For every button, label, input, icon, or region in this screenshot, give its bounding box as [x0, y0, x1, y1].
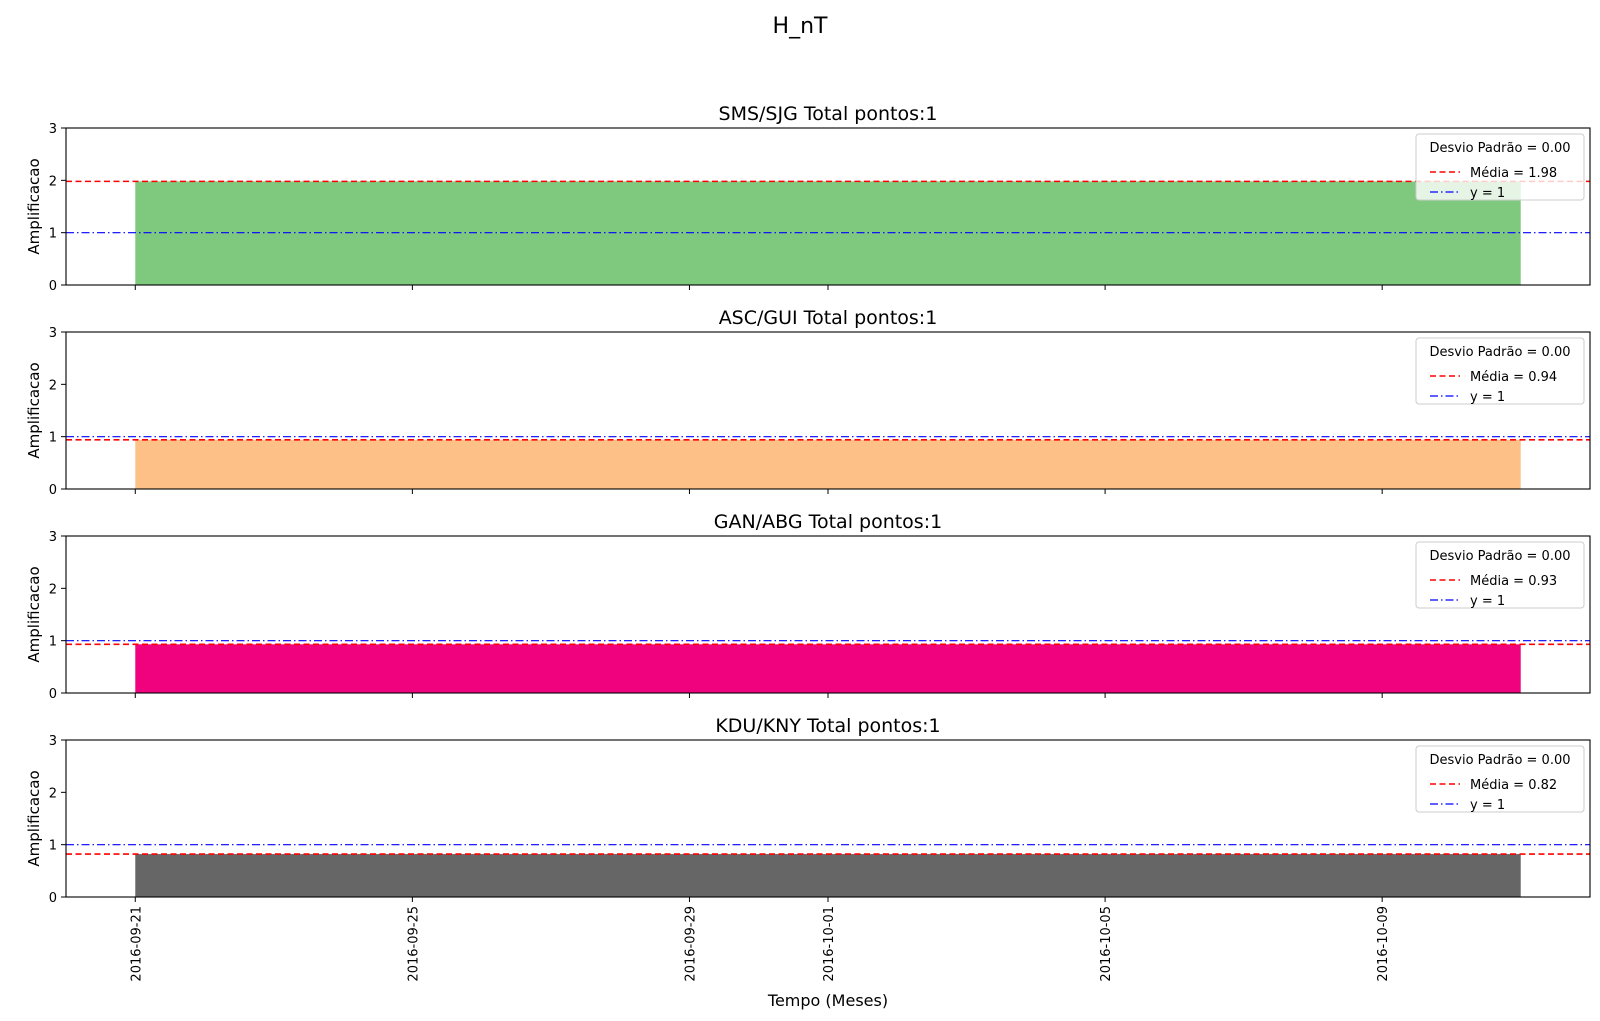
- legend: Desvio Padrão = 0.00 Média = 0.94 y = 1: [1415, 337, 1585, 405]
- panel-title: GAN/ABG Total pontos:1: [714, 511, 942, 533]
- panel-title: SMS/SJG Total pontos:1: [719, 103, 938, 125]
- legend-title: Desvio Padrão = 0.00: [1429, 345, 1570, 360]
- bar: [135, 644, 1521, 693]
- figure-title: H_nT: [772, 14, 828, 39]
- y-tick-label: 0: [49, 483, 57, 498]
- y-tick-label: 0: [49, 687, 57, 702]
- legend-ref-label: y = 1: [1470, 594, 1505, 609]
- panel-3: GAN/ABG Total pontos:1 0 1 2 3 Amplificacao De…: [25, 511, 1591, 702]
- y-tick-label: 2: [49, 786, 57, 801]
- legend: Desvio Padrão = 0.00 Média = 0.93 y = 1: [1415, 541, 1585, 609]
- legend-box: [1415, 133, 1585, 201]
- x-tick-label: 2016-10-05: [1099, 906, 1114, 982]
- legend-mean-label: Média = 0.82: [1470, 778, 1557, 793]
- legend: Desvio Padrão = 0.00 Média = 1.98 y = 1: [1415, 133, 1585, 201]
- x-axis-label: Tempo (Meses): [767, 991, 888, 1010]
- y-tick-label: 1: [49, 431, 57, 446]
- y-axis-label: Amplificacao: [25, 566, 43, 662]
- y-tick-label: 3: [49, 122, 57, 137]
- panel-2: ASC/GUI Total pontos:1 0 1 2 3 Amplificacao De…: [25, 307, 1591, 498]
- legend-title: Desvio Padrão = 0.00: [1429, 549, 1570, 564]
- legend-ref-label: y = 1: [1470, 798, 1505, 813]
- y-tick-label: 2: [49, 174, 57, 189]
- x-tick-label: 2016-09-29: [683, 906, 698, 982]
- panel-title: KDU/KNY Total pontos:1: [715, 715, 940, 737]
- legend-box: [1415, 541, 1585, 609]
- legend-box: [1415, 745, 1585, 813]
- y-tick-label: 1: [49, 227, 57, 242]
- y-tick-label: 2: [49, 582, 57, 597]
- x-tick-label: 2016-09-25: [406, 906, 421, 982]
- x-tick-label: 2016-09-21: [129, 906, 144, 982]
- y-tick-label: 3: [49, 530, 57, 545]
- legend-mean-label: Média = 0.94: [1470, 370, 1557, 385]
- y-axis-label: Amplificacao: [25, 770, 43, 866]
- y-tick-label: 1: [49, 635, 57, 650]
- legend-title: Desvio Padrão = 0.00: [1429, 141, 1570, 156]
- legend-mean-label: Média = 0.93: [1470, 574, 1557, 589]
- legend-box: [1415, 337, 1585, 405]
- y-tick-label: 1: [49, 839, 57, 854]
- legend-ref-label: y = 1: [1470, 390, 1505, 405]
- y-axis-label: Amplificacao: [25, 362, 43, 458]
- y-axis-label: Amplificacao: [25, 158, 43, 254]
- y-tick-label: 0: [49, 279, 57, 294]
- panel-1: SMS/SJG Total pontos:1 0 1 2 3 Amplificacao De…: [25, 103, 1591, 294]
- y-tick-label: 3: [49, 326, 57, 341]
- bar: [135, 439, 1521, 489]
- x-tick-label: 2016-10-09: [1376, 906, 1391, 982]
- y-tick-label: 0: [49, 891, 57, 906]
- legend: Desvio Padrão = 0.00 Média = 0.82 y = 1: [1415, 745, 1585, 813]
- x-tick-label: 2016-10-01: [822, 906, 837, 982]
- legend-title: Desvio Padrão = 0.00: [1429, 753, 1570, 768]
- panel-4: KDU/KNY Total pontos:1 0 1 2 3 Amplificacao De…: [25, 715, 1591, 906]
- y-tick-label: 3: [49, 734, 57, 749]
- bar: [135, 854, 1521, 897]
- legend-mean-label: Média = 1.98: [1470, 166, 1557, 181]
- legend-ref-label: y = 1: [1470, 186, 1505, 201]
- y-tick-label: 2: [49, 378, 57, 393]
- panel-title: ASC/GUI Total pontos:1: [719, 307, 938, 329]
